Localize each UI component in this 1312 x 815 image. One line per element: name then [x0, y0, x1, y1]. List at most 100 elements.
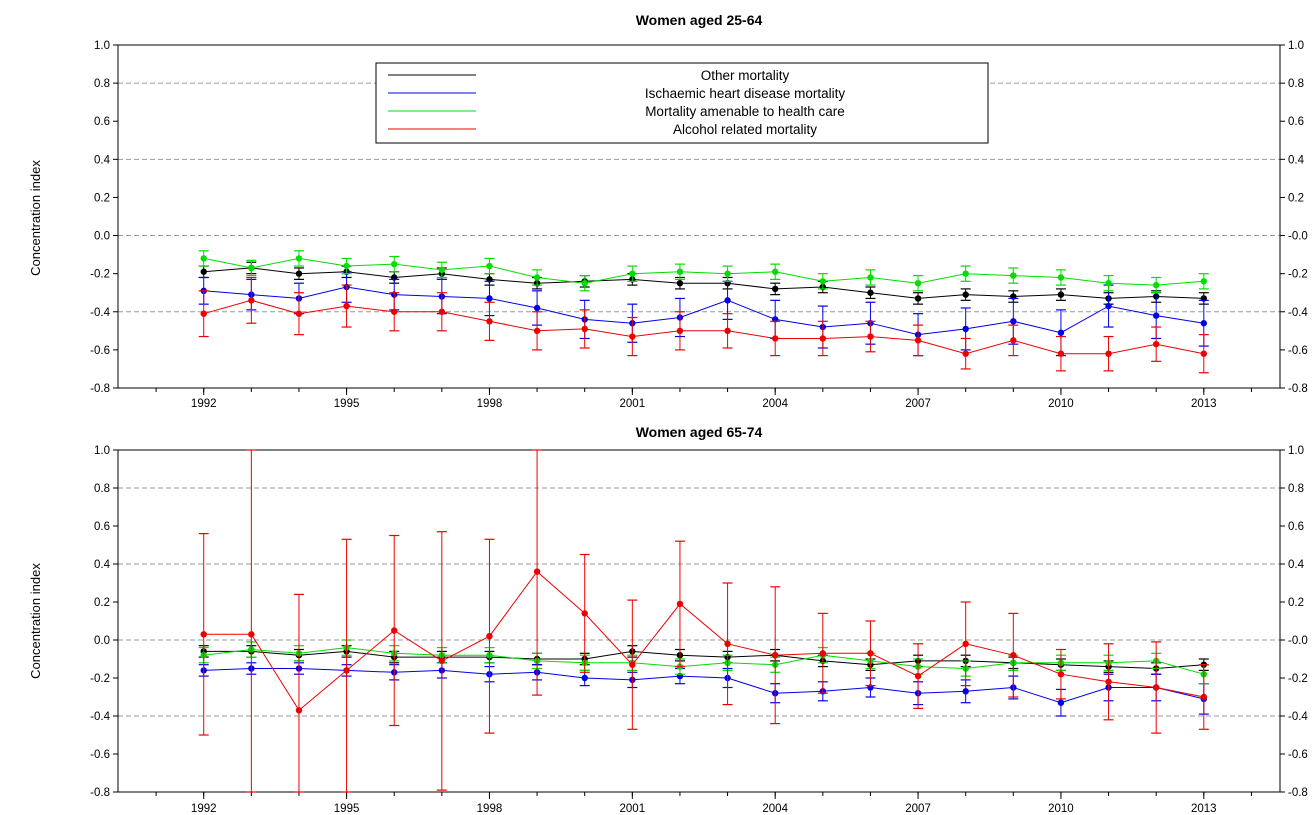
y-tick-label: 0.8 [94, 78, 110, 90]
y-tick-label-right: 0.8 [1288, 483, 1304, 495]
data-point [533, 304, 541, 312]
series-line [203, 286, 1204, 336]
y-tick-label: 0.6 [94, 116, 110, 128]
data-point [200, 310, 207, 317]
x-tick-label: 2001 [620, 398, 646, 410]
data-point [1200, 693, 1208, 701]
series-line [203, 668, 1204, 704]
y-tick-label: -0.2 [90, 269, 110, 281]
data-point [343, 302, 350, 310]
y-tick-label-right: -0.0 [1288, 635, 1308, 647]
data-point [295, 270, 303, 277]
x-tick-label: 1992 [191, 803, 217, 815]
data-point [962, 325, 969, 333]
y-tick-label: -0.6 [90, 345, 110, 357]
y-axis-label: Concentration index [28, 563, 43, 679]
data-point [1152, 312, 1160, 319]
x-tick-label: 2007 [905, 398, 931, 410]
x-tick-label: 1995 [334, 398, 360, 410]
data-point [391, 308, 398, 315]
data-point [391, 260, 398, 268]
data-point [248, 297, 255, 304]
series-mortality-amenable-to-health-care [198, 250, 1209, 294]
y-tick-label: -0.2 [90, 673, 110, 685]
data-point [533, 568, 541, 575]
y-tick-label: 0.0 [94, 635, 110, 647]
data-point [676, 279, 684, 287]
data-point [248, 631, 255, 638]
x-tick-label: 2013 [1191, 398, 1217, 410]
y-tick-label-right: -0.4 [1288, 307, 1308, 319]
series-alcohol-related-mortality [198, 449, 1209, 793]
data-point [962, 640, 969, 647]
data-point [486, 262, 493, 270]
data-point [486, 633, 493, 640]
data-point [914, 672, 922, 680]
data-point [581, 674, 588, 682]
plot-frame [117, 44, 1281, 389]
data-point [533, 274, 541, 281]
data-point [1010, 318, 1017, 325]
data-point [1057, 671, 1065, 678]
data-point [1200, 350, 1208, 357]
y-tick-label-right: -0.4 [1288, 711, 1308, 723]
y-tick-label-right: -0.6 [1288, 749, 1308, 761]
data-point [295, 707, 303, 714]
y-tick-label: 1.0 [94, 445, 110, 457]
data-point [1200, 278, 1208, 285]
x-tick-label: 2007 [905, 803, 931, 815]
y-tick-label-right: 0.2 [1288, 192, 1304, 204]
y-tick-label-right: 1.0 [1288, 40, 1304, 52]
data-point [1057, 350, 1065, 357]
data-point [533, 327, 541, 335]
data-point [295, 255, 303, 262]
data-point [581, 610, 588, 617]
data-point [1200, 320, 1208, 327]
x-tick-label: 2001 [620, 803, 646, 815]
data-point [248, 264, 255, 272]
data-point [1105, 302, 1112, 310]
data-point [819, 650, 827, 657]
series-line [203, 257, 1204, 286]
y-tick-label-right: 0.4 [1288, 154, 1305, 166]
y-tick-label: 0.4 [94, 559, 111, 571]
y-tick-label-right: 0.4 [1288, 559, 1305, 571]
data-point [438, 657, 446, 665]
data-point [1010, 272, 1017, 279]
data-point [629, 333, 636, 340]
data-point [914, 337, 922, 344]
data-point [724, 297, 731, 304]
chart-title: Women aged 25-64 [636, 12, 763, 28]
x-tick-label: 1998 [477, 803, 503, 815]
data-point [343, 667, 350, 674]
series-line [203, 299, 1204, 355]
data-point [962, 688, 969, 695]
data-point [914, 295, 922, 302]
data-point [1057, 274, 1065, 281]
y-tick-label-right: 0.6 [1288, 116, 1304, 128]
legend-label: Ischaemic heart disease mortality [645, 86, 846, 101]
y-tick-label-right: 0.6 [1288, 521, 1304, 533]
data-point [724, 640, 731, 647]
data-point [1152, 340, 1160, 348]
data-point [724, 270, 731, 277]
series-alcohol-related-mortality [198, 276, 1209, 374]
data-point [724, 327, 731, 335]
y-tick-label-right: -0.2 [1288, 673, 1308, 685]
y-tick-label-right: -0.8 [1288, 787, 1308, 799]
data-point [486, 295, 493, 302]
y-tick-label-right: -0.0 [1288, 231, 1308, 243]
y-tick-label-right: -0.6 [1288, 345, 1308, 357]
data-point [1105, 678, 1112, 685]
y-tick-label-right: 0.2 [1288, 597, 1304, 609]
y-tick-label-right: 1.0 [1288, 445, 1304, 457]
series-line [203, 267, 1204, 299]
y-tick-label-right: -0.2 [1288, 269, 1308, 281]
series-line [203, 650, 1204, 670]
data-point [962, 291, 969, 298]
x-tick-label: 2010 [1048, 398, 1074, 410]
y-tick-label: 0.4 [94, 154, 111, 166]
data-point [867, 333, 874, 340]
data-point [1152, 684, 1160, 691]
data-point [1010, 652, 1017, 659]
